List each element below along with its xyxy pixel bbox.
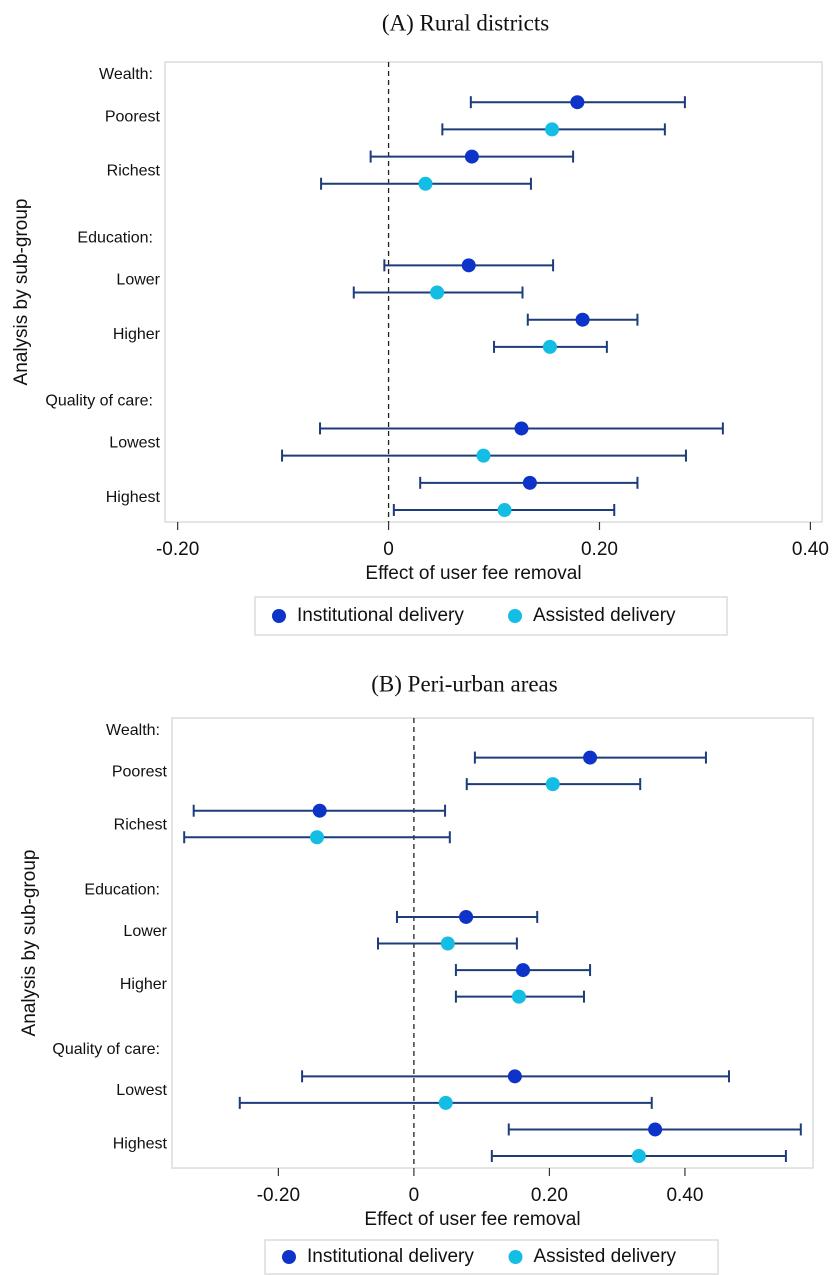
point-estimate [497,503,512,517]
group-label: Education: [84,882,160,899]
point-estimate [511,989,526,1004]
point-estimate [542,339,557,354]
group-label: Quality of care: [45,392,153,409]
point-estimate [310,830,325,845]
x-tick-label: 0 [409,1185,420,1206]
subgroup-label: Richest [114,817,168,834]
plot-frame [164,61,823,523]
group-label: Wealth: [99,66,153,83]
point-estimate [545,122,560,137]
point-estimate [583,750,598,765]
chart-title: (B) Peri-urban areas [371,671,558,696]
point-estimate [575,312,590,327]
y-axis-label: Analysis by sub-group [19,850,40,1037]
point-estimate [461,258,476,273]
group-label: Quality of care: [52,1041,160,1058]
legend-marker [508,609,522,623]
point-estimate [464,149,479,164]
point-estimate [507,1069,522,1084]
x-axis-label: Effect of user fee removal [364,1209,580,1230]
point-estimate [648,1122,663,1137]
subgroup-label: Lowest [116,1082,167,1099]
point-estimate [515,963,530,978]
legend-label: Institutional delivery [297,605,464,626]
legend-marker [282,1250,296,1264]
point-estimate [522,475,537,490]
y-axis-label: Analysis by sub-group [11,199,32,386]
group-label: Education: [77,229,153,246]
point-estimate [476,448,491,463]
point-estimate [418,176,433,191]
x-tick-label: -0.20 [257,1185,300,1206]
x-tick-label: 0.20 [581,539,618,560]
plot-frame [171,717,814,1169]
subgroup-label: Higher [113,326,161,343]
point-estimate [545,777,560,792]
point-estimate [631,1149,646,1163]
subgroup-label: Poorest [105,108,161,125]
subgroup-label: Highest [113,1135,168,1152]
x-tick-label: 0.40 [666,1185,703,1206]
chart-title: (A) Rural districts [382,10,549,35]
subgroup-label: Higher [120,976,168,993]
x-tick-label: 0.20 [531,1185,568,1206]
legend-frame [254,596,728,636]
legend-label: Institutional delivery [307,1246,474,1267]
legend-marker [272,609,286,623]
point-estimate [430,285,445,300]
legend-label: Assisted delivery [534,1246,677,1267]
x-tick-label: 0.40 [792,539,829,560]
group-label: Wealth: [106,722,160,739]
legend-frame [264,1239,719,1275]
point-estimate [312,803,327,818]
subgroup-label: Lower [123,923,167,940]
subgroup-label: Poorest [112,763,168,780]
subgroup-label: Lowest [109,435,160,452]
x-axis-label: Effect of user fee removal [365,563,581,584]
point-estimate [438,1095,453,1110]
point-estimate [514,421,529,436]
x-tick-label: 0 [383,539,394,560]
subgroup-label: Lower [116,271,160,288]
point-estimate [440,936,455,951]
point-estimate [459,909,474,924]
subgroup-label: Highest [106,489,161,506]
legend-marker [508,1250,523,1264]
subgroup-label: Richest [107,163,161,180]
x-tick-label: -0.20 [156,539,199,560]
point-estimate [570,95,585,110]
legend-label: Assisted delivery [533,605,676,626]
